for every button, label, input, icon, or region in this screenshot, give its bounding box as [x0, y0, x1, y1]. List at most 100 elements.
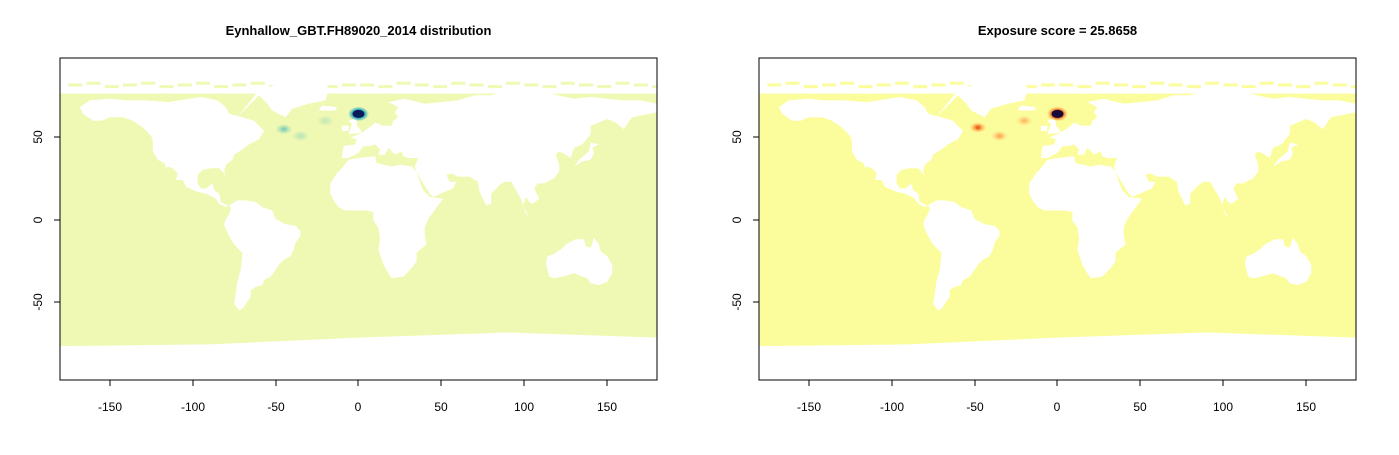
arctic-cell — [214, 85, 229, 89]
arctic-cell — [949, 81, 964, 85]
arctic-cell — [1113, 83, 1128, 87]
arctic-cell — [579, 83, 594, 87]
land-mask — [923, 200, 1000, 311]
arctic-cell — [615, 81, 630, 85]
arctic-cell — [360, 83, 375, 87]
land-mask — [545, 237, 613, 286]
heatmap-plot-area — [759, 76, 1356, 372]
y-tick-label: 0 — [730, 216, 744, 223]
y-tick-label: 50 — [730, 130, 744, 144]
arctic-cell — [250, 81, 265, 85]
arctic-cell — [1059, 83, 1074, 87]
x-tick-label: -150 — [797, 400, 821, 414]
x-tick-label: -50 — [966, 400, 984, 414]
land-mask — [1047, 119, 1061, 135]
hotspot-cell — [975, 125, 980, 130]
land-mask — [1040, 125, 1048, 131]
arctic-cell — [822, 83, 837, 87]
arctic-cell — [840, 81, 855, 85]
hotspot-cell — [298, 134, 303, 138]
arctic-cell — [803, 85, 818, 89]
arctic-cell — [1132, 85, 1147, 89]
arctic-cell — [232, 83, 247, 87]
arctic-cell — [597, 85, 612, 89]
y-tick-label: -50 — [31, 293, 45, 311]
arctic-cell — [323, 85, 338, 89]
land-mask — [759, 332, 1356, 372]
x-tick-label: 0 — [355, 400, 362, 414]
arctic-cell — [177, 83, 192, 87]
land-mask — [341, 88, 657, 218]
arctic-cell — [1077, 85, 1092, 89]
arctic-cell — [86, 81, 101, 85]
land-mask — [574, 142, 599, 167]
arctic-cell — [451, 81, 466, 85]
arctic-cell — [652, 85, 657, 89]
arctic-cell — [894, 81, 909, 85]
x-tick-label: 50 — [434, 400, 448, 414]
arctic-cell — [1314, 81, 1329, 85]
arctic-cell — [469, 83, 484, 87]
land-mask — [330, 156, 444, 279]
y-axis: 50 0 -50 — [31, 130, 61, 311]
arctic-cell — [785, 81, 800, 85]
land-mask — [1040, 88, 1356, 218]
arctic-cell — [68, 83, 83, 87]
land-mask — [237, 76, 329, 118]
x-tick-label: 50 — [1133, 400, 1147, 414]
land-mask — [1244, 237, 1312, 286]
land-mask — [1273, 142, 1298, 167]
land-mask — [60, 332, 657, 372]
arctic-cell — [1351, 85, 1356, 89]
arctic-cell — [560, 81, 575, 85]
land-mask — [318, 105, 337, 111]
x-tick-label: -100 — [880, 400, 904, 414]
y-tick-label: -50 — [730, 293, 744, 311]
arctic-cell — [913, 85, 928, 89]
hotspot-core — [1051, 109, 1064, 118]
y-axis: 50 0 -50 — [730, 130, 760, 311]
land-mask — [778, 97, 963, 208]
land-mask — [1029, 156, 1143, 279]
x-tick-label: -50 — [267, 400, 285, 414]
x-tick-label: 100 — [514, 400, 534, 414]
arctic-cell — [1168, 83, 1183, 87]
arctic-cell — [542, 85, 557, 89]
arctic-cell — [1278, 83, 1293, 87]
x-axis: -150 -100 -50 0 50 100 150 — [98, 379, 617, 414]
arctic-cell — [341, 83, 356, 87]
arctic-cell — [378, 85, 393, 89]
arctic-cell — [1022, 85, 1037, 89]
arctic-cell — [876, 83, 891, 87]
land-mask — [224, 200, 301, 311]
arctic-cell — [633, 83, 648, 87]
arctic-cell — [1241, 85, 1256, 89]
hotspot-core — [352, 109, 365, 118]
arctic-cell — [433, 85, 448, 89]
arctic-cell — [1095, 81, 1110, 85]
arctic-cell — [524, 83, 539, 87]
arctic-cell — [1040, 83, 1055, 87]
hotspot-cell — [997, 134, 1002, 138]
arctic-cell — [414, 83, 429, 87]
arctic-cell — [487, 85, 502, 89]
map-panel-exposure: Exposure score = 25.8658 -150 -100 -50 0… — [730, 23, 1357, 414]
chart-title: Exposure score = 25.8658 — [978, 23, 1137, 38]
arctic-cell — [1332, 83, 1347, 87]
land-mask — [348, 119, 362, 135]
heatmap-plot-area — [60, 76, 657, 372]
land-mask — [1017, 105, 1036, 111]
hotspot-cell — [323, 119, 328, 123]
map-panel-distribution: Eynhallow_GBT.FH89020_2014 distribution … — [31, 23, 658, 414]
arctic-cell — [104, 85, 119, 89]
y-tick-label: 0 — [31, 216, 45, 223]
arctic-cell — [1205, 81, 1220, 85]
land-mask — [341, 125, 349, 131]
hotspot-cell — [1022, 119, 1027, 123]
x-tick-label: -150 — [98, 400, 122, 414]
arctic-cell — [858, 85, 873, 89]
arctic-cell — [767, 83, 782, 87]
arctic-cell — [1223, 83, 1238, 87]
arctic-cell — [1259, 81, 1274, 85]
x-axis: -150 -100 -50 0 50 100 150 — [797, 379, 1316, 414]
